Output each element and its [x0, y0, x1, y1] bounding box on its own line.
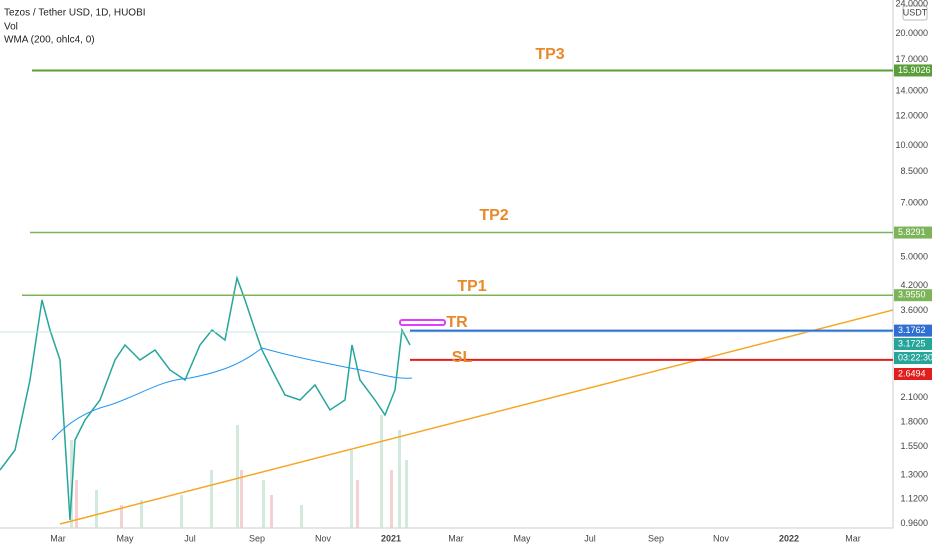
currency-button[interactable] [902, 5, 928, 21]
time-tick-label: Mar [50, 533, 66, 543]
symbol: Tezos / Tether USD, 1D, HUOBI [4, 8, 146, 19]
price-tick-label: 7.0000 [900, 197, 928, 207]
price-tick-label: 1.3000 [900, 469, 928, 479]
time-tick-label: 2022 [779, 533, 799, 543]
wma-line [51, 347, 413, 441]
price-tick-label: 5.0000 [900, 252, 928, 262]
time-tick-label: Nov [713, 533, 730, 543]
price-tick-label: 3.6000 [900, 305, 928, 315]
annotation: TR [446, 314, 468, 331]
currency-label[interactable]: USDT [903, 7, 928, 17]
time-tick-label: Sep [249, 533, 265, 543]
price-series [0, 275, 411, 521]
time-tick-label: Mar [845, 533, 861, 543]
price-tick-label: 1.5500 [900, 441, 928, 451]
price-badge-label: 2.6494 [898, 368, 926, 378]
time-tick-label: 2021 [381, 533, 401, 543]
volume-bars-down [75, 470, 393, 528]
price-badge [894, 368, 932, 380]
trend-line [59, 309, 894, 525]
annotation: SL [452, 349, 473, 366]
time-tick-label: Jul [584, 533, 596, 543]
price-badge-label: 15.9026 [898, 65, 931, 75]
price-badge [894, 64, 932, 77]
time-tick-label: Mar [448, 533, 464, 543]
price-tick-label: 10.0000 [895, 140, 928, 150]
indicator-label: WMA (200, ohlc4, 0) [4, 35, 95, 46]
time-tick-label: May [513, 533, 531, 543]
price-tick-label: 8.5000 [900, 166, 928, 176]
volume-label: Vol [4, 22, 18, 33]
price-tick-label: 1.1200 [900, 493, 928, 503]
price-tick-label: 2.1000 [900, 392, 928, 402]
price-tick-label: 24.0000 [895, 0, 928, 8]
price-tick-label: 12.0000 [895, 110, 928, 120]
price-badge [894, 289, 932, 302]
price-badge [894, 352, 932, 364]
price-badge-label: 3.9550 [898, 290, 926, 300]
time-tick-label: Nov [315, 533, 332, 543]
tr-box [399, 319, 446, 326]
price-tick-label: 14.0000 [895, 85, 928, 95]
price-badge [894, 338, 932, 350]
price-badge [894, 324, 932, 337]
price-badge-label: 3.1762 [898, 325, 926, 335]
time-tick-label: Jul [184, 533, 196, 543]
annotation: TP3 [535, 46, 564, 63]
price-badge [894, 226, 932, 239]
price-badge-label: 03:22:30 [898, 352, 932, 362]
price-tick-label: 20.0000 [895, 28, 928, 38]
price-tick-label: 0.9600 [900, 518, 928, 528]
price-badge-label: 3.1725 [898, 338, 926, 348]
price-tick-label: 1.8000 [900, 417, 928, 427]
annotation: TP2 [479, 207, 508, 224]
annotation: TP1 [457, 278, 486, 295]
price-tick-label: 4.2000 [900, 280, 928, 290]
price-badge-label: 5.8291 [898, 227, 926, 237]
price-tick-label: 17.0000 [895, 54, 928, 64]
time-tick-label: Sep [648, 533, 664, 543]
time-tick-label: May [116, 533, 134, 543]
